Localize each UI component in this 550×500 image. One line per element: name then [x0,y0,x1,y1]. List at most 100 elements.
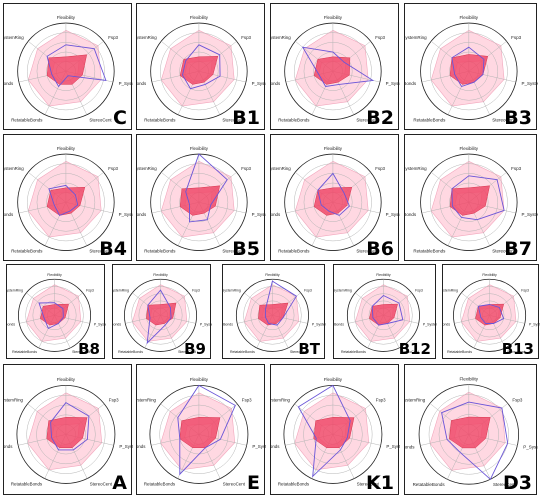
panel-label: B9 [184,340,206,358]
axis-label: Fsp3 [376,398,386,403]
radar-plot: Flexibility Fsp3 P_SystemRing StereoCent Ret… [223,273,326,354]
axis-label: SizeSystemRing [405,397,426,402]
radar-panel: Flexibility Fsp3 P_SystemRing StereoCent Ret… [3,134,133,261]
axis-label: Fsp3 [304,288,312,292]
axis-label: StereoCent [492,118,516,123]
axis-label: Fsp3 [241,35,251,40]
radar-panel: Flexibility Fsp3 P_SystemRing StereoCent Ret… [404,3,539,130]
axis-label: RetatableBonds [118,350,143,354]
axis-label: Fsp3 [192,288,200,292]
axis-label: P_SystemRing [94,323,106,327]
axis-label: RetatableBonds [144,118,176,123]
axis-label: RetatableBonds [230,350,255,354]
axis-label: Flexibility [324,15,343,20]
axis-label: SizeSystemRing [223,288,241,292]
axis-label: Flexibility [482,273,497,277]
axis-label: SizeSystemRing [4,398,24,403]
compound-polygon [313,56,351,85]
compound-polygon [313,417,355,448]
panel-label: B5 [232,238,260,260]
axis-label: RigidBonds [4,81,14,86]
molecule-polygon [46,44,107,88]
axis-label: Flexibility [47,273,62,277]
axis-label: StereoCent [492,249,516,254]
molecule-polygon [264,280,298,326]
axis-label: RetatableBonds [278,249,310,254]
radar-panel: Flexibility Fsp3 P_SystemRing StereoCent Ret… [333,264,437,359]
axis-label: RetatableBonds [278,481,310,486]
axis-label: Fsp3 [108,166,118,171]
axis-label: Fsp3 [511,35,522,40]
compound-polygon [146,302,177,326]
radar-plot: Flexibility Fsp3 P_SystemRing StereoCent Ret… [113,273,212,354]
axis-label: Fsp3 [86,288,94,292]
radar-plot: Flexibility Fsp3 P_SystemRing StereoCent Ret… [4,15,133,123]
radar-plot: Flexibility Fsp3 P_SystemRing StereoCent Ret… [271,377,400,486]
axis-label: RetatableBonds [11,249,43,254]
axis-label: P_SystemRing [529,323,540,327]
panel-label: A [112,472,127,494]
axis-label: P_SystemRing [523,444,538,449]
axis-label: Flexibility [265,273,280,277]
molecule-polygon [38,302,64,330]
axis-label: SizeSystemRing [405,166,427,171]
axis-label: P_SystemRing [252,444,266,449]
radar-panel: Flexibility Fsp3 P_SystemRing StereoCent Ret… [136,134,266,261]
axis-label: RetatableBonds [144,481,176,486]
axis-label: RigidBonds [405,81,417,86]
axis-label: Flexibility [190,15,209,20]
axis-label: SizeSystemRing [443,288,458,292]
axis-label: P_SystemRing [522,212,539,217]
panel-label: B8 [78,340,100,358]
axis-label: RigidBonds [4,444,13,449]
radar-plot: Flexibility Fsp3 P_SystemRing StereoCent Ret… [405,146,539,254]
axis-label: RetatableBonds [11,481,43,486]
axis-label: Flexibility [324,377,343,382]
radar-plot: Flexibility Fsp3 P_SystemRing StereoCent Ret… [405,15,539,123]
axis-label: StereoCent [72,350,90,354]
axis-label: Fsp3 [511,166,522,171]
molecule-polygon [477,304,505,324]
axis-label: RigidBonds [137,212,147,217]
molecule-polygon [451,175,505,221]
compound-polygon [313,187,353,216]
axis-label: Flexibility [57,146,76,151]
axis-label: StereoCent [89,249,112,254]
axis-label: Fsp3 [242,398,252,403]
axis-label: P_SystemRing [119,81,133,86]
radar-plot: Flexibility Fsp3 P_SystemRing StereoCent Ret… [4,377,133,486]
radar-panel: Flexibility Fsp3 P_SystemRing StereoCent Ret… [3,364,133,495]
axis-label: StereoCent [356,118,379,123]
axis-label: Fsp3 [415,288,423,292]
axis-label: P_SystemRing [119,212,133,217]
compound-polygon [449,54,489,85]
axis-label: P_SystemRing [522,81,539,86]
axis-label: Flexibility [460,15,479,20]
axis-label: Fsp3 [109,398,119,403]
axis-label: StereoCent [90,481,113,486]
radar-panel: Flexibility Fsp3 P_SystemRing StereoCent Ret… [3,3,133,130]
axis-label: SizeSystemRing [113,288,129,292]
axis-label: RetatableBonds [12,350,37,354]
axis-label: RigidBonds [405,444,415,449]
axis-label: SizeSystemRing [271,398,291,403]
radar-panel: Flexibility Fsp3 P_SystemRing StereoCent Ret… [136,364,266,495]
panel-label: B2 [366,107,394,129]
molecule-polygon [441,401,509,481]
panel-label: B6 [366,238,394,260]
panel-label: B13 [501,340,534,358]
panel-label: B3 [504,107,532,129]
axis-label: RigidBonds [405,212,417,217]
axis-label: SizeSystemRing [4,166,24,171]
radar-plot: Flexibility Fsp3 P_SystemRing StereoCent Ret… [334,273,437,354]
grid-ring [418,384,520,485]
axis-label: RigidBonds [7,323,15,327]
molecule-polygon [48,184,79,216]
molecule-polygon [451,46,485,88]
axis-label: SizeSystemRing [271,166,291,171]
radar-panel: Flexibility Fsp3 P_SystemRing StereoCent Ret… [136,3,266,130]
radar-panel: Flexibility Fsp3 P_SystemRing StereoCent Ret… [222,264,326,359]
axis-label: RetatableBonds [341,350,366,354]
axis-label: Flexibility [57,377,76,382]
axis-label: RetatableBonds [413,118,446,123]
